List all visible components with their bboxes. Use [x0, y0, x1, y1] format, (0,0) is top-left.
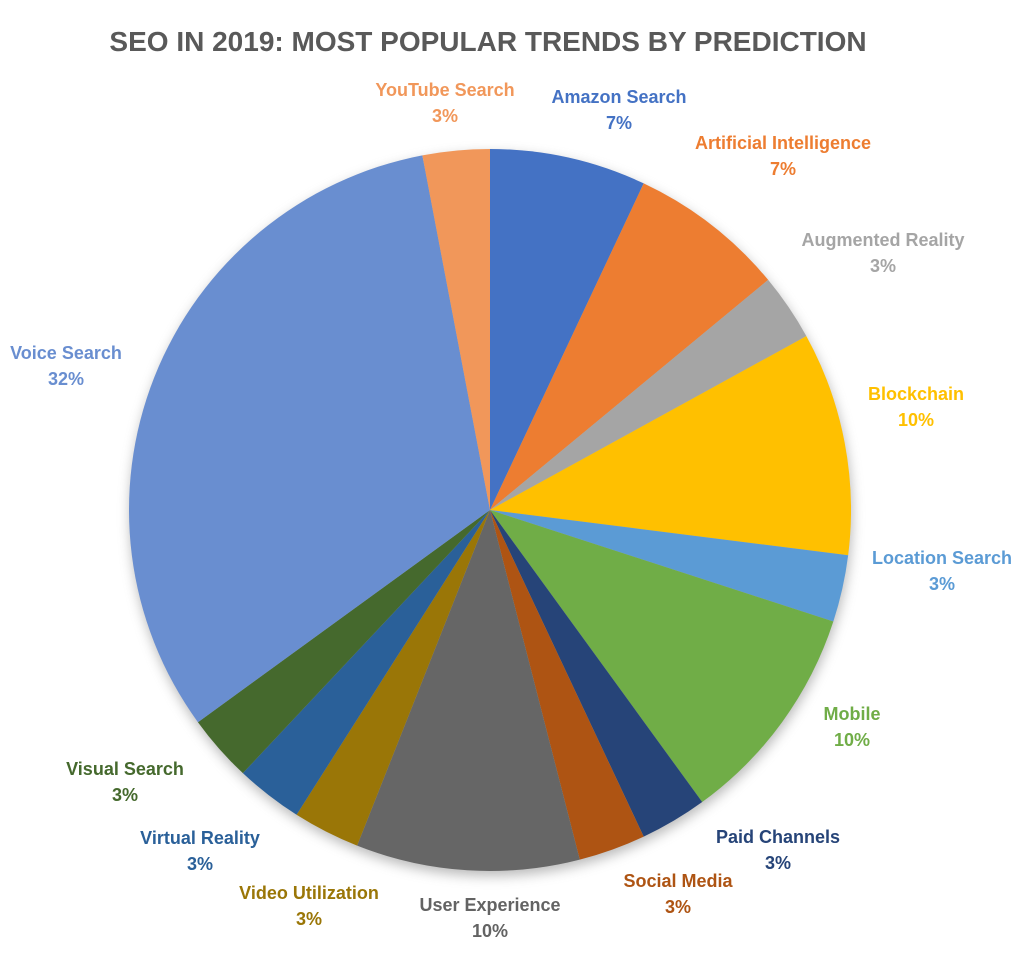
- slice-label-paid-channels: Paid Channels 3%: [716, 824, 840, 876]
- pie-slice-mobile: [490, 510, 834, 803]
- pie-slice-visual-search: [197, 510, 490, 774]
- slice-label-percent: 3%: [431, 106, 459, 126]
- slice-label-mobile: Mobile 10%: [824, 701, 881, 753]
- slice-label-name: Amazon Search: [551, 87, 687, 107]
- slice-label-name: YouTube Search: [375, 80, 515, 100]
- pie-slice-social-media: [490, 510, 644, 860]
- slice-label-percent: 32%: [47, 369, 85, 389]
- slice-label-artificial-intelligence: Artificial Intelligence 7%: [695, 130, 871, 182]
- slice-label-percent: 3%: [295, 909, 322, 929]
- pie-slice-location-search: [490, 510, 849, 622]
- slice-label-name: User Experience: [419, 895, 561, 915]
- slice-label-percent: 3%: [764, 853, 791, 873]
- slice-label-percent: 3%: [111, 785, 138, 805]
- slice-label-voice-search: Voice Search 32%: [10, 340, 122, 392]
- slice-label-percent: 3%: [928, 574, 956, 594]
- slice-label-amazon-search: Amazon Search 7%: [551, 84, 686, 136]
- pie-slice-paid-channels: [490, 510, 703, 837]
- slice-label-virtual-reality: Virtual Reality 3%: [140, 825, 260, 877]
- slice-label-visual-search: Visual Search 3%: [66, 756, 184, 808]
- slice-label-name: Artificial Intelligence: [694, 133, 872, 153]
- pie-slice-artificial-intelligence: [490, 183, 769, 511]
- slice-label-video-utilization: Video Utilization 3%: [239, 880, 379, 932]
- slice-label-name: Blockchain: [867, 384, 965, 404]
- pie-slice-augmented-reality: [490, 279, 807, 510]
- slice-label-percent: 7%: [769, 159, 797, 179]
- slice-label-name: Paid Channels: [715, 827, 841, 847]
- pie-slice-video-utilization: [296, 510, 490, 846]
- slice-label-augmented-reality: Augmented Reality 3%: [801, 227, 964, 279]
- slice-label-location-search: Location Search 3%: [872, 545, 1012, 597]
- slice-label-percent: 3%: [869, 256, 896, 276]
- slice-label-name: Augmented Reality: [801, 230, 965, 250]
- slice-label-percent: 3%: [186, 854, 213, 874]
- chart-title: SEO IN 2019: MOST POPULAR TRENDS BY PRED…: [109, 26, 867, 57]
- pie-slice-user-experience: [357, 510, 580, 872]
- pie-slice-amazon-search: [490, 149, 644, 510]
- slice-label-youtube-search: YouTube Search 3%: [375, 77, 514, 129]
- slice-label-user-experience: User Experience 10%: [419, 892, 560, 944]
- slice-label-name: Visual Search: [66, 759, 184, 779]
- pie-slice-youtube-search: [422, 149, 490, 510]
- slice-label-name: Location Search: [871, 548, 1013, 568]
- slice-label-percent: 10%: [833, 730, 871, 750]
- slice-label-percent: 3%: [664, 897, 692, 917]
- slice-label-percent: 10%: [897, 410, 935, 430]
- pie-slice-voice-search: [128, 155, 491, 723]
- slice-label-name: Social Media: [623, 871, 733, 891]
- slice-label-social-media: Social Media 3%: [623, 868, 732, 920]
- slice-label-name: Mobile: [823, 704, 881, 724]
- slice-label-blockchain: Blockchain 10%: [868, 381, 964, 433]
- slice-label-name: Voice Search: [10, 343, 122, 363]
- slice-label-percent: 10%: [471, 921, 509, 941]
- slice-label-name: Virtual Reality: [140, 828, 260, 848]
- pie-slice-blockchain: [490, 336, 851, 556]
- slice-label-name: Video Utilization: [239, 883, 379, 903]
- pie-slice-virtual-reality: [242, 510, 490, 815]
- slice-label-percent: 7%: [605, 113, 633, 133]
